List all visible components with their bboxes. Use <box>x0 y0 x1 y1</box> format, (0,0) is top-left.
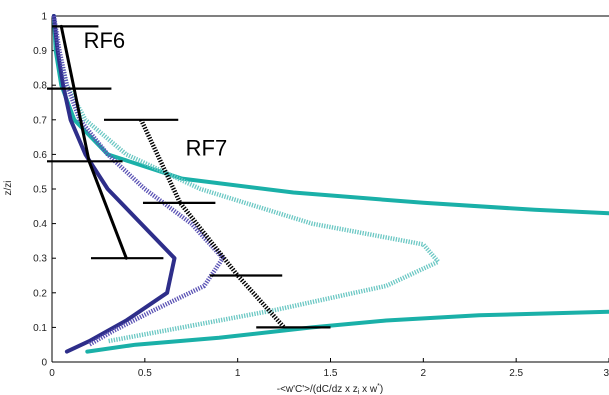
annotation-rf7: RF7 <box>186 135 228 160</box>
y-tick-label: 0.5 <box>33 185 47 196</box>
y-tick-label: 0.3 <box>33 254 47 265</box>
series-layer <box>51 14 609 354</box>
y-tick-label: 1 <box>41 12 47 23</box>
error-bar-layer <box>47 25 331 329</box>
series-dotted-black <box>139 118 286 329</box>
x-tick-label: 2.5 <box>509 368 523 379</box>
x-tick-label: 0.5 <box>138 368 152 379</box>
y-axis-label: z/zi <box>3 181 14 196</box>
label-layer: -<w'C'>/(dC/dz x zi x w*) z/zi RF6 RF7 <box>3 28 383 395</box>
y-tick-label: 0.7 <box>33 115 47 126</box>
y-tick-label: 0.9 <box>33 46 47 57</box>
y-tick-label: 0.1 <box>33 323 47 334</box>
x-tick-label: 3 <box>603 368 609 379</box>
x-tick-label: 1.5 <box>324 368 338 379</box>
y-tick-label: 0.8 <box>33 81 47 92</box>
x-tick-label: 2 <box>421 368 427 379</box>
series-dotted-purple <box>51 15 226 347</box>
plot-axes: 0 0.1 0.2 0.3 0.4 0.5 0.6 0.7 0.8 0.9 1 0 0.5 1 1.5 2 2.… <box>33 12 609 379</box>
x-axis-label: -<w'C'>/(dC/dz x zi x w*) <box>277 383 383 395</box>
x-tick-label: 0 <box>49 368 55 379</box>
series-dotted-lightteal <box>51 15 441 344</box>
annotation-rf6: RF6 <box>84 28 126 53</box>
x-tick-label: 1 <box>235 368 241 379</box>
y-tick-label: 0.2 <box>33 288 47 299</box>
y-tick-label: 0.4 <box>33 219 47 230</box>
y-tick-label: 0.6 <box>33 150 47 161</box>
series-solid-navy <box>51 14 177 354</box>
y-tick-label: 0 <box>41 358 47 369</box>
